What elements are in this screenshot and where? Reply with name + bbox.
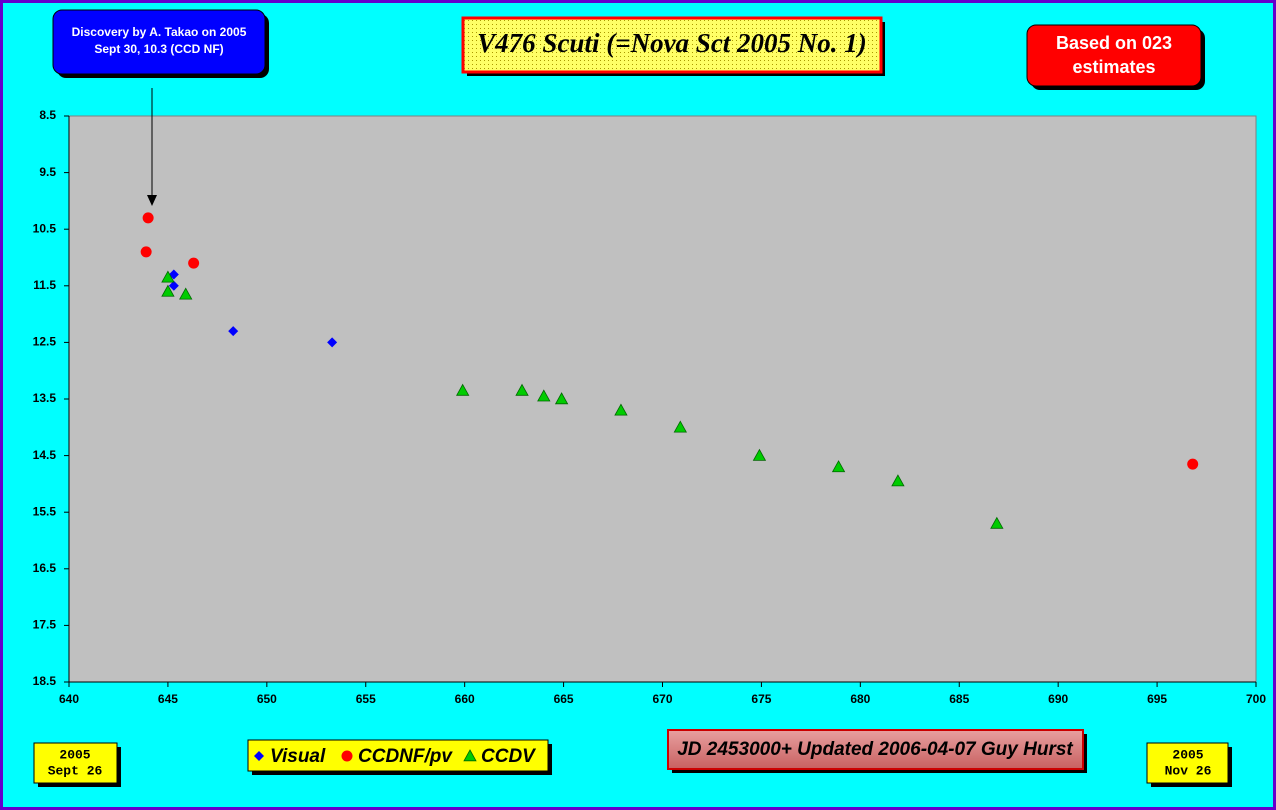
plot-area [68,115,1257,683]
footer-box [667,729,1084,770]
x-tick-label: 690 [1048,692,1068,706]
count-note: Based on 023 [1056,33,1172,53]
triangle-marker [831,460,846,473]
y-tick-label: 12.5 [33,335,57,349]
diamond-marker [327,337,338,348]
date-box [33,742,118,784]
discovery-note: Sept 30, 10.3 (CCD NF) [94,42,223,56]
y-tick-label: 17.5 [33,618,57,632]
circle-marker [142,212,154,224]
triangle-marker [161,270,175,283]
end-date: Nov 26 [1165,763,1212,778]
arrow-head [147,195,157,206]
y-tick-label: 15.5 [33,504,57,518]
x-tick-label: 675 [751,692,771,706]
legend-label: CCDNF/pv [358,746,453,767]
legend-box [247,739,549,772]
triangle-marker [614,403,628,416]
triangle-marker [554,392,569,405]
x-tick-label: 700 [1246,692,1266,706]
x-tick-label: 695 [1147,692,1167,706]
x-tick-label: 665 [554,692,574,706]
date-box [1146,742,1229,784]
triangle-marker [161,284,175,297]
discovery-box [52,9,266,75]
circle-marker [188,257,200,269]
legend-label: CCDV [481,746,536,767]
legend-label: Visual [270,746,326,767]
triangle-marker [891,474,905,487]
x-tick-label: 685 [949,692,969,706]
count-box [1026,24,1202,87]
triangle-marker [463,749,477,762]
triangle-marker [990,516,1004,529]
end-date: 2005 [1172,747,1203,762]
footer: JD 2453000+ Updated 2006-04-07 Guy Hurst [677,739,1073,760]
count-note: estimates [1072,57,1155,77]
chart-title: V476 Scuti (=Nova Sct 2005 No. 1) [477,28,867,58]
y-tick-label: 10.5 [33,221,57,235]
y-tick-label: 14.5 [33,448,57,462]
y-tick-label: 8.5 [39,108,56,122]
y-tick-label: 9.5 [39,165,56,179]
circle-marker [341,750,353,762]
diamond-marker [228,326,239,337]
x-tick-label: 660 [455,692,475,706]
y-tick-label: 11.5 [33,278,56,292]
y-tick-label: 16.5 [33,561,57,575]
x-tick-label: 655 [356,692,376,706]
x-tick-label: 670 [652,692,672,706]
triangle-marker [515,383,529,396]
x-tick-label: 680 [850,692,870,706]
diamond-marker [168,280,179,291]
triangle-marker [673,420,687,433]
discovery-note: Discovery by A. Takao on 2005 [72,25,247,39]
x-tick-label: 645 [158,692,178,706]
start-date: Sept 26 [48,763,103,778]
y-tick-label: 13.5 [33,391,57,405]
triangle-marker [537,389,551,402]
y-tick-label: 18.5 [33,674,57,688]
triangle-marker [752,448,767,461]
triangle-marker [456,383,470,396]
triangle-marker [179,287,193,300]
start-date: 2005 [59,747,90,762]
x-tick-label: 650 [257,692,277,706]
title-box [461,16,883,74]
circle-marker [140,246,152,258]
circle-marker [1187,458,1199,470]
diamond-marker [254,751,264,761]
x-tick-label: 640 [59,692,79,706]
